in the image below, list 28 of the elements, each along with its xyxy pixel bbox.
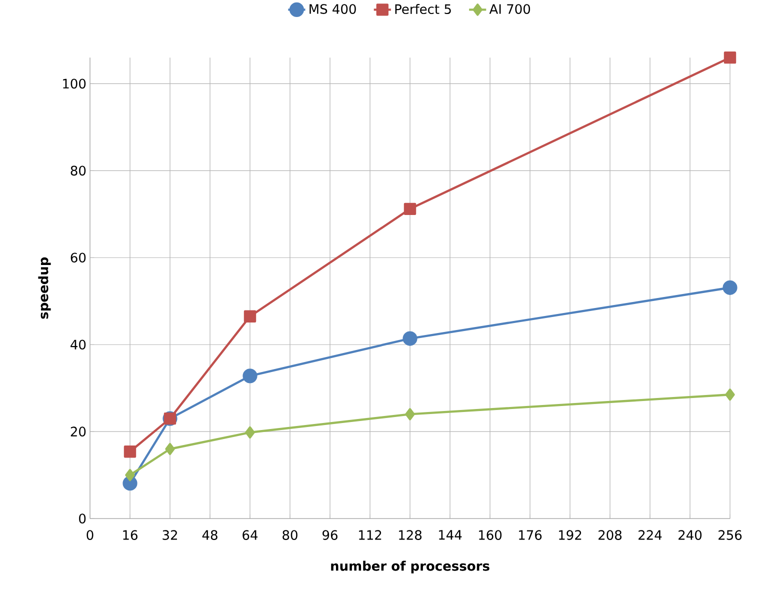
x-tick-label: 256 (718, 530, 742, 540)
x-tick-label: 128 (399, 530, 422, 540)
x-tick-label: 208 (598, 530, 622, 540)
legend-label: MS 400 (310, 4, 356, 14)
y-tick-label: 0 (79, 514, 86, 524)
x-tick-label: 224 (638, 530, 662, 540)
legend-label: AI 700 (489, 4, 530, 14)
y-tick-label: 100 (63, 78, 86, 89)
y-tick-label: 60 (70, 252, 86, 263)
x-tick-label: 144 (439, 530, 462, 540)
y-tick-label: 80 (70, 166, 86, 176)
x-tick-label: 240 (678, 530, 702, 540)
x-tick-label: 80 (282, 530, 298, 540)
y-axis-title: speedup (38, 258, 51, 319)
x-tick-label: 48 (202, 530, 218, 540)
y-tick-label: 40 (70, 340, 86, 350)
x-tick-label: 0 (86, 530, 94, 540)
y-tick-label: 20 (70, 426, 86, 437)
x-tick-label: 176 (519, 530, 542, 540)
x-tick-label: 96 (322, 530, 338, 540)
x-tick-label: 32 (162, 530, 177, 540)
x-tick-label: 192 (559, 530, 582, 540)
x-tick-label: 160 (479, 530, 502, 540)
legend-label: Perfect 5 (395, 4, 451, 14)
x-tick-label: 16 (123, 530, 138, 540)
x-tick-label: 112 (359, 530, 382, 540)
x-axis-title: number of processors (331, 561, 490, 574)
x-tick-label: 64 (242, 530, 258, 540)
